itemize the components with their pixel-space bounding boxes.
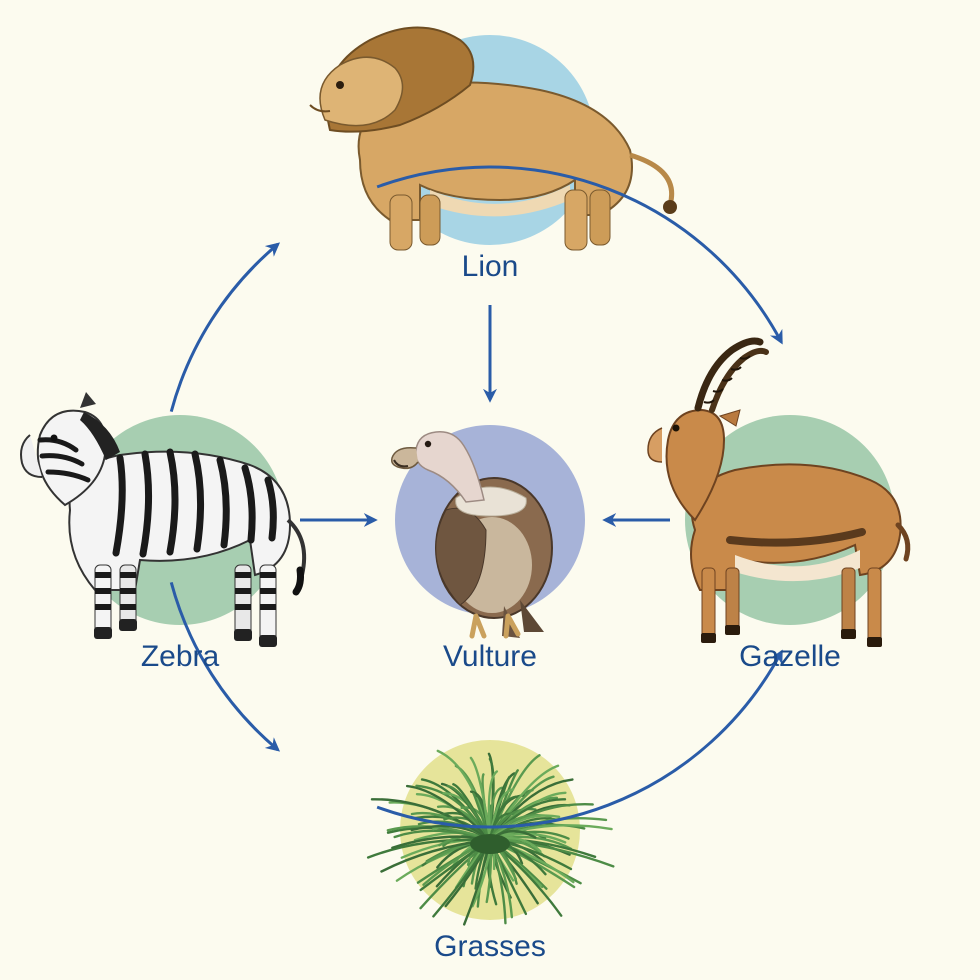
food-web-diagram: Lion Zebra Gazelle Vulture Grasses bbox=[0, 0, 980, 980]
label-gazelle: Gazelle bbox=[739, 640, 841, 674]
label-vulture: Vulture bbox=[443, 640, 537, 674]
label-lion: Lion bbox=[462, 250, 519, 284]
label-grasses: Grasses bbox=[434, 930, 546, 964]
label-zebra: Zebra bbox=[141, 640, 219, 674]
diagram-svg bbox=[0, 0, 980, 980]
